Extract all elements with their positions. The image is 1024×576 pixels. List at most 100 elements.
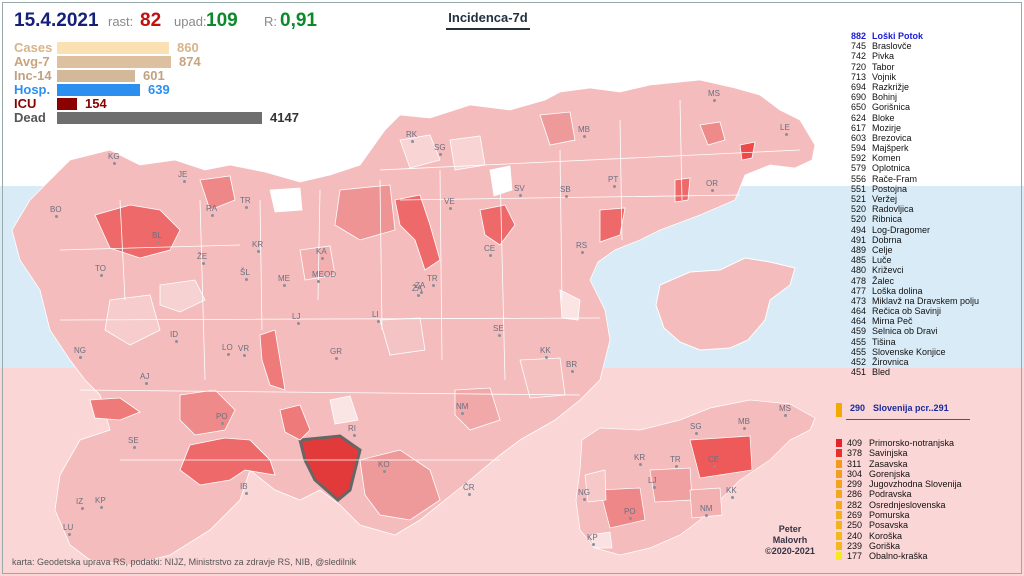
map-dot [519, 194, 522, 197]
region-value: 177 [847, 551, 863, 562]
region-row: 304 Gorenjska [836, 469, 962, 479]
bar-value: 154 [85, 96, 107, 111]
map-dot [439, 153, 442, 156]
bar [57, 70, 135, 82]
ranking-row: 477 Loška dolina [844, 286, 979, 296]
ranking-row: 745 Braslovče [844, 41, 979, 51]
bar-value: 601 [143, 68, 165, 83]
ranking-value: 603 [850, 132, 866, 143]
ranking-row: 556 Rače-Fram [844, 174, 979, 184]
ranking-value: 459 [850, 326, 866, 337]
ranking-value: 624 [850, 112, 866, 123]
ranking-name: Vojnik [872, 71, 897, 82]
ranking-value: 720 [850, 61, 866, 72]
rast-label: rast: [108, 14, 134, 29]
map-dot [383, 470, 386, 473]
ranking-value: 478 [850, 275, 866, 286]
municipality-ranking: 882 Loški Potok 745 Braslovče 742 Pivka 720 Tab… [844, 31, 979, 377]
ranking-value: 494 [850, 224, 866, 235]
ranking-name: Dobrna [872, 234, 902, 245]
map-dot [221, 422, 224, 425]
ranking-name: Gorišnica [872, 102, 911, 113]
regional-map-dot [731, 496, 734, 499]
region-value: 409 [847, 438, 863, 448]
ranking-row: 713 Vojnik [844, 72, 979, 82]
ranking-value: 451 [850, 367, 866, 378]
ranking-row: 455 Slovenske Konjice [844, 347, 979, 357]
ranking-name: Loški Potok [872, 31, 924, 41]
main-map-regions [11, 79, 816, 566]
region-value: 378 [847, 448, 863, 459]
bar [57, 112, 262, 124]
region-row: 250 Posavska [836, 520, 962, 530]
region-name: Primorsko-notranjska [869, 438, 955, 448]
region-swatch [836, 511, 842, 520]
map-dot [581, 251, 584, 254]
bar-value: 874 [179, 54, 201, 69]
bar-label: Inc-14 [14, 68, 52, 83]
ranking-row: 742 Pivka [844, 51, 979, 61]
rast-value: 82 [140, 10, 162, 31]
map-label: VE [444, 197, 455, 206]
map-label: SE [493, 324, 504, 333]
ranking-name: Tabor [872, 61, 895, 72]
slovenia-total: 290 Slovenija pcr..291 [846, 403, 970, 420]
ranking-name: Oplotnica [872, 163, 911, 174]
r-label: R: [264, 14, 277, 29]
ranking-value: 452 [850, 357, 866, 367]
main-map-lines [59, 99, 801, 461]
ranking-row: 592 Komen [844, 153, 979, 163]
region-swatch [836, 480, 842, 489]
map-dot [227, 353, 230, 356]
map-dot [81, 507, 84, 510]
ranking-value: 579 [850, 163, 866, 174]
map-dot [583, 135, 586, 138]
region-swatch [836, 459, 842, 468]
map-label: ID [170, 330, 178, 339]
ranking-name: Luče [872, 255, 892, 266]
ranking-row: 478 Žalec [844, 276, 979, 286]
ranking-value: 520 [850, 214, 866, 225]
region-name: Jugovzhodna Slovenija [869, 479, 962, 490]
map-dot [461, 412, 464, 415]
map-dot [489, 254, 492, 257]
regional-map-dot [583, 498, 586, 501]
region-name: Koroška [869, 530, 903, 541]
map-dot [545, 356, 548, 359]
ranking-name: Rečica ob Savinji [872, 306, 942, 317]
map-dot [468, 493, 471, 496]
region-swatch [836, 449, 842, 458]
ranking-value: 485 [850, 255, 866, 266]
ranking-row: 624 Bloke [844, 113, 979, 123]
map-label: SV [514, 184, 525, 193]
bar-label: ICU [14, 96, 37, 111]
bar [57, 98, 77, 110]
ranking-name: Radovljica [872, 204, 914, 215]
bar [57, 56, 171, 68]
slovenia-swatch [836, 403, 842, 417]
regional-map-dot [743, 427, 746, 430]
map-dot [565, 195, 568, 198]
map-dot [420, 291, 423, 294]
region-row: 378 Savinjska [836, 448, 962, 458]
region-swatch [836, 521, 842, 530]
ranking-value: 455 [850, 346, 866, 357]
ranking-name: Žirovnica [872, 357, 909, 367]
ranking-value: 694 [850, 81, 866, 92]
region-row: 282 Osrednjeslovenska [836, 500, 962, 510]
ranking-name: Brezovica [872, 132, 912, 143]
map-label: IB [240, 482, 248, 491]
map-label: KG [108, 152, 120, 161]
region-legend: 409 Primorsko-notranjska 378 Savinjska 311 Za… [836, 438, 962, 562]
author-credit: Peter Malovrh ©2020-2021 [760, 524, 820, 557]
ranking-name: Bohinj [872, 92, 898, 103]
ranking-row: 464 Rečica ob Savinji [844, 306, 979, 316]
regional-map-label: KP [587, 533, 598, 542]
map-label: OR [706, 179, 718, 188]
ranking-value: 551 [850, 183, 866, 194]
ranking-name: Rače-Fram [872, 173, 918, 184]
map-label: BR [566, 360, 578, 369]
map-dot [449, 207, 452, 210]
ranking-name: Log-Dragomer [872, 224, 931, 235]
ranking-row: 520 Ribnica [844, 214, 979, 224]
